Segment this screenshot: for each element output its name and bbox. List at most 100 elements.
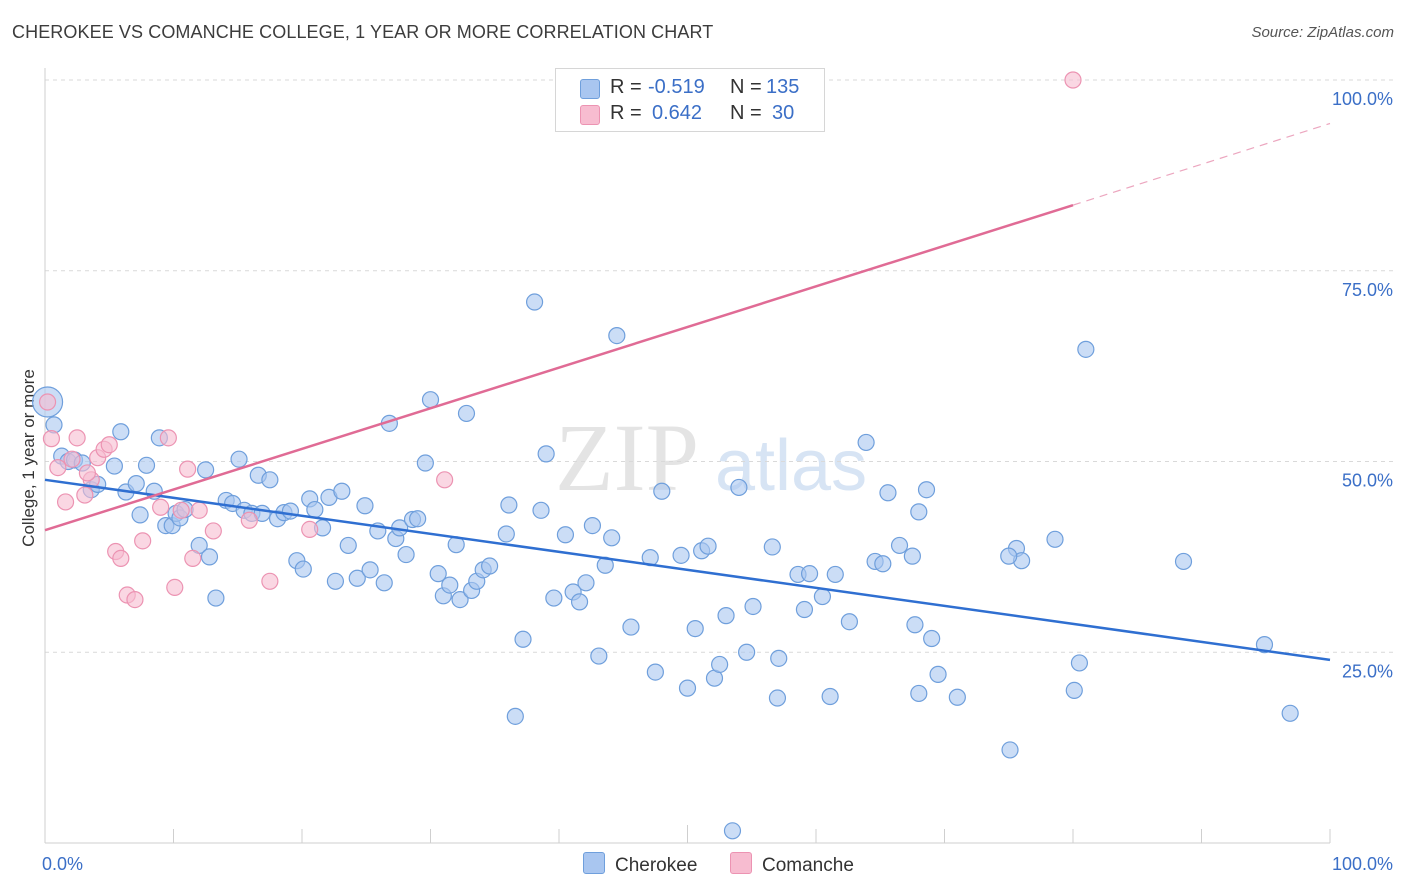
watermark-zip: ZIP bbox=[555, 404, 699, 511]
cherokee-point bbox=[577, 574, 595, 592]
comanche-point bbox=[436, 471, 454, 489]
comanche-point bbox=[261, 572, 279, 590]
cherokee-point bbox=[506, 707, 524, 725]
cherokee-point bbox=[770, 649, 788, 667]
cherokee-point bbox=[763, 538, 781, 556]
cherokee-point bbox=[537, 445, 555, 463]
comanche-point bbox=[68, 429, 86, 447]
comanche-point bbox=[204, 522, 222, 540]
cherokee-point bbox=[525, 293, 544, 311]
cherokee-point bbox=[678, 679, 697, 697]
cherokee-point bbox=[723, 822, 742, 840]
legend-r-label: R = bbox=[610, 102, 642, 124]
cherokee-point bbox=[131, 506, 149, 524]
cherokee-point bbox=[451, 591, 469, 609]
cherokee-point bbox=[646, 663, 664, 681]
cherokee-point bbox=[1001, 741, 1019, 759]
cherokee-point bbox=[874, 555, 892, 573]
cherokee-point bbox=[603, 529, 621, 547]
cherokee-point bbox=[653, 482, 671, 500]
cherokee-point bbox=[1174, 552, 1193, 571]
cherokee-point bbox=[826, 565, 844, 584]
x-tick-label: 0.0% bbox=[42, 854, 83, 874]
legend-n-value: 30 bbox=[772, 102, 795, 124]
comanche-swatch bbox=[730, 852, 752, 874]
legend-label-cherokee: Cherokee bbox=[615, 855, 698, 876]
comanche-point bbox=[134, 532, 152, 550]
comanche-point bbox=[100, 436, 118, 454]
cherokee-point bbox=[306, 500, 324, 519]
cherokee-point bbox=[948, 688, 966, 706]
legend-r-value: -0.519 bbox=[648, 76, 705, 98]
cherokee-point bbox=[1255, 636, 1274, 654]
cherokee-point bbox=[497, 525, 515, 543]
cherokee-point bbox=[416, 454, 434, 472]
cherokee-point bbox=[137, 456, 156, 474]
y-tick-label: 50.0% bbox=[1342, 471, 1393, 491]
comanche-point bbox=[172, 501, 190, 519]
comanche-trend-line bbox=[44, 203, 1074, 532]
cherokee-point bbox=[699, 537, 717, 555]
comanche-point bbox=[76, 486, 94, 504]
cherokee-point bbox=[857, 433, 875, 452]
y-axis-title: College, 1 year or more bbox=[19, 369, 38, 547]
cherokee-point bbox=[1281, 704, 1299, 722]
cherokee-point bbox=[514, 630, 532, 648]
cherokee-trend-line bbox=[44, 478, 1331, 662]
cherokee-point bbox=[532, 501, 550, 519]
cherokee-point bbox=[910, 684, 928, 703]
comanche-point bbox=[56, 493, 75, 511]
bottom-legend-comanche: Comanche bbox=[730, 852, 854, 877]
comanche-point bbox=[78, 464, 97, 482]
comanche-trend-extension bbox=[1072, 122, 1331, 206]
comanche-point bbox=[190, 501, 208, 519]
cherokee-point bbox=[622, 618, 640, 636]
cherokee-point bbox=[230, 450, 248, 468]
cherokee-point bbox=[281, 502, 300, 520]
cherokee-point bbox=[545, 589, 563, 607]
cherokee-point bbox=[590, 647, 608, 665]
cherokee-point bbox=[1065, 681, 1083, 700]
cherokee-point bbox=[356, 497, 374, 515]
cherokee-point bbox=[800, 565, 819, 583]
cherokee-point bbox=[917, 481, 936, 499]
cherokee-point bbox=[813, 587, 832, 606]
comanche-swatch bbox=[580, 105, 600, 125]
cherokee-point bbox=[840, 613, 859, 631]
y-tick-label: 100.0% bbox=[1332, 89, 1393, 109]
legend-label-comanche: Comanche bbox=[762, 855, 854, 876]
comanche-point bbox=[184, 549, 202, 568]
cherokee-point bbox=[738, 643, 756, 661]
legend-r-label: R = bbox=[610, 76, 642, 98]
cherokee-point bbox=[890, 536, 909, 555]
cherokee-swatch bbox=[580, 79, 600, 99]
cherokee-point bbox=[1070, 654, 1089, 672]
cherokee-point bbox=[903, 547, 921, 565]
cherokee-point bbox=[375, 574, 393, 592]
cherokee-point bbox=[441, 576, 459, 594]
cherokee-point bbox=[105, 457, 123, 475]
cherokee-point bbox=[821, 687, 839, 706]
comanche-point bbox=[126, 591, 144, 609]
cherokee-point bbox=[207, 589, 225, 607]
cherokee-point bbox=[481, 557, 499, 575]
cherokee-point bbox=[906, 616, 924, 634]
cherokee-point bbox=[409, 510, 427, 528]
cherokee-point bbox=[929, 665, 947, 683]
y-tick-label: 75.0% bbox=[1342, 280, 1393, 300]
legend-n-label: N = bbox=[730, 102, 762, 124]
cherokee-point bbox=[730, 478, 748, 497]
cherokee-point bbox=[127, 475, 145, 493]
cherokee-point bbox=[923, 629, 941, 648]
cherokee-point bbox=[457, 404, 476, 423]
legend-n-label: N = bbox=[730, 76, 762, 98]
cherokee-point bbox=[570, 593, 589, 611]
y-tick-label: 25.0% bbox=[1342, 661, 1393, 681]
cherokee-point bbox=[583, 516, 602, 535]
cherokee-point bbox=[112, 423, 130, 441]
cherokee-point bbox=[711, 655, 729, 674]
cherokee-point bbox=[672, 546, 690, 564]
chart-title: CHEROKEE VS COMANCHE COLLEGE, 1 YEAR OR … bbox=[12, 22, 714, 42]
cherokee-point bbox=[294, 560, 312, 578]
